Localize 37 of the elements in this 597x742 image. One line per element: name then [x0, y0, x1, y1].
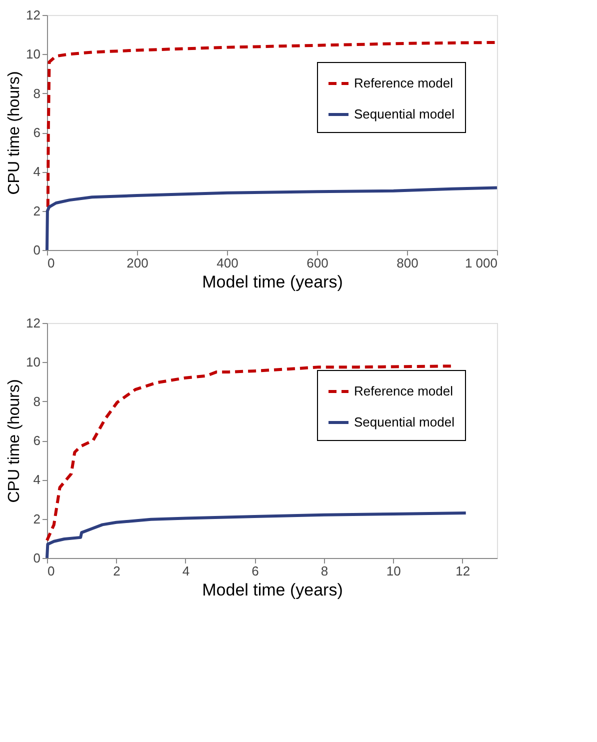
- x-axis-title: Model time (years): [202, 272, 343, 292]
- x-tick-label: 0: [48, 256, 55, 270]
- x-tick-label: 4: [182, 564, 190, 578]
- y-tick-label: 12: [26, 316, 40, 330]
- y-tick-label: 0: [33, 242, 40, 258]
- y-tick-label: 8: [33, 86, 40, 101]
- legend-label: Sequential model: [354, 106, 455, 122]
- legend-label: Sequential model: [354, 414, 455, 430]
- y-tick-label: 6: [33, 433, 40, 448]
- y-tick-label: 2: [33, 203, 40, 218]
- x-tick-label: 10: [386, 564, 401, 578]
- legend-label: Reference model: [354, 76, 454, 90]
- x-tick-label: 8: [320, 564, 328, 578]
- y-tick-label: 4: [33, 472, 40, 488]
- x-tick-label: 800: [396, 256, 418, 270]
- y-axis-title: CPU time (hours): [6, 379, 24, 503]
- legend-label: Reference model: [354, 384, 454, 398]
- y-axis-title: CPU time (hours): [6, 71, 24, 195]
- y-tick-label: 6: [33, 125, 40, 140]
- y-tick-label: 12: [26, 8, 40, 22]
- y-tick-label: 10: [26, 46, 40, 62]
- y-tick-label: 4: [33, 164, 40, 180]
- y-tick-label: 2: [33, 511, 40, 526]
- x-tick-label: 400: [216, 256, 238, 270]
- x-tick-label: 2: [113, 564, 120, 578]
- x-tick-label: 12: [456, 564, 470, 578]
- x-tick-label: 1 000: [464, 256, 498, 270]
- x-axis-title: Model time (years): [202, 580, 343, 600]
- y-tick-label: 10: [26, 354, 40, 370]
- line-series: [46, 364, 454, 542]
- y-tick-label: 0: [33, 550, 40, 566]
- y-tick-label: 8: [33, 394, 40, 409]
- x-tick-label: 600: [306, 256, 328, 270]
- x-tick-label: 200: [126, 256, 148, 270]
- x-tick-label: 6: [252, 564, 259, 578]
- line-series: [46, 511, 468, 560]
- x-tick-label: 0: [48, 564, 55, 578]
